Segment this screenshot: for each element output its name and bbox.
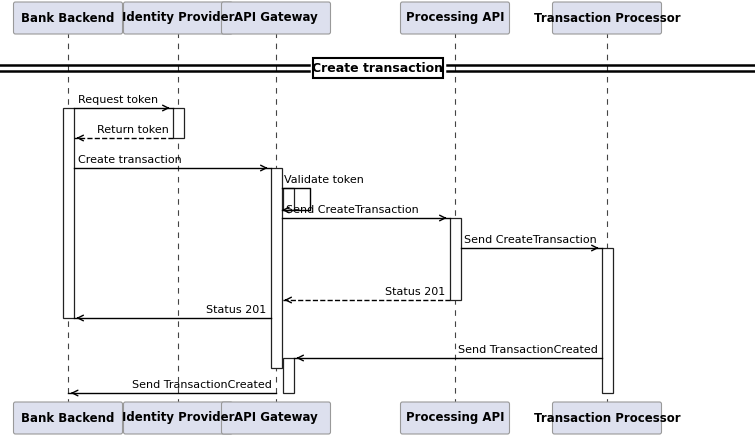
FancyBboxPatch shape (400, 402, 510, 434)
FancyBboxPatch shape (221, 402, 331, 434)
Text: Send CreateTransaction: Send CreateTransaction (285, 205, 418, 215)
FancyBboxPatch shape (400, 2, 510, 34)
Text: Transaction Processor: Transaction Processor (534, 11, 680, 25)
Bar (313, 58, 443, 78)
FancyBboxPatch shape (124, 402, 233, 434)
FancyBboxPatch shape (14, 402, 122, 434)
Text: API Gateway: API Gateway (234, 11, 318, 25)
FancyBboxPatch shape (124, 2, 233, 34)
Text: Create transaction: Create transaction (78, 155, 181, 165)
Text: Transaction Processor: Transaction Processor (534, 411, 680, 425)
Bar (172, 108, 183, 138)
Bar (602, 248, 612, 393)
Bar (449, 218, 461, 300)
Text: Bank Backend: Bank Backend (21, 411, 115, 425)
FancyBboxPatch shape (553, 2, 661, 34)
Text: API Gateway: API Gateway (234, 411, 318, 425)
FancyBboxPatch shape (553, 402, 661, 434)
Text: Request token: Request token (78, 95, 158, 105)
Bar (282, 188, 294, 210)
Text: Bank Backend: Bank Backend (21, 11, 115, 25)
Text: Status 201: Status 201 (206, 305, 267, 315)
Text: Status 201: Status 201 (385, 287, 445, 297)
Bar (63, 108, 73, 318)
Text: Identity Provider: Identity Provider (122, 411, 234, 425)
Text: Send CreateTransaction: Send CreateTransaction (464, 235, 597, 245)
Bar (282, 358, 294, 393)
Text: Send TransactionCreated: Send TransactionCreated (458, 345, 597, 355)
Text: Identity Provider: Identity Provider (122, 11, 234, 25)
FancyBboxPatch shape (221, 2, 331, 34)
Text: Create transaction: Create transaction (313, 62, 443, 74)
FancyBboxPatch shape (14, 2, 122, 34)
Text: Return token: Return token (97, 125, 168, 135)
Text: Validate token: Validate token (285, 175, 365, 185)
Bar (270, 168, 282, 368)
Text: Processing API: Processing API (405, 411, 504, 425)
Text: Processing API: Processing API (405, 11, 504, 25)
Text: Send TransactionCreated: Send TransactionCreated (132, 380, 272, 390)
